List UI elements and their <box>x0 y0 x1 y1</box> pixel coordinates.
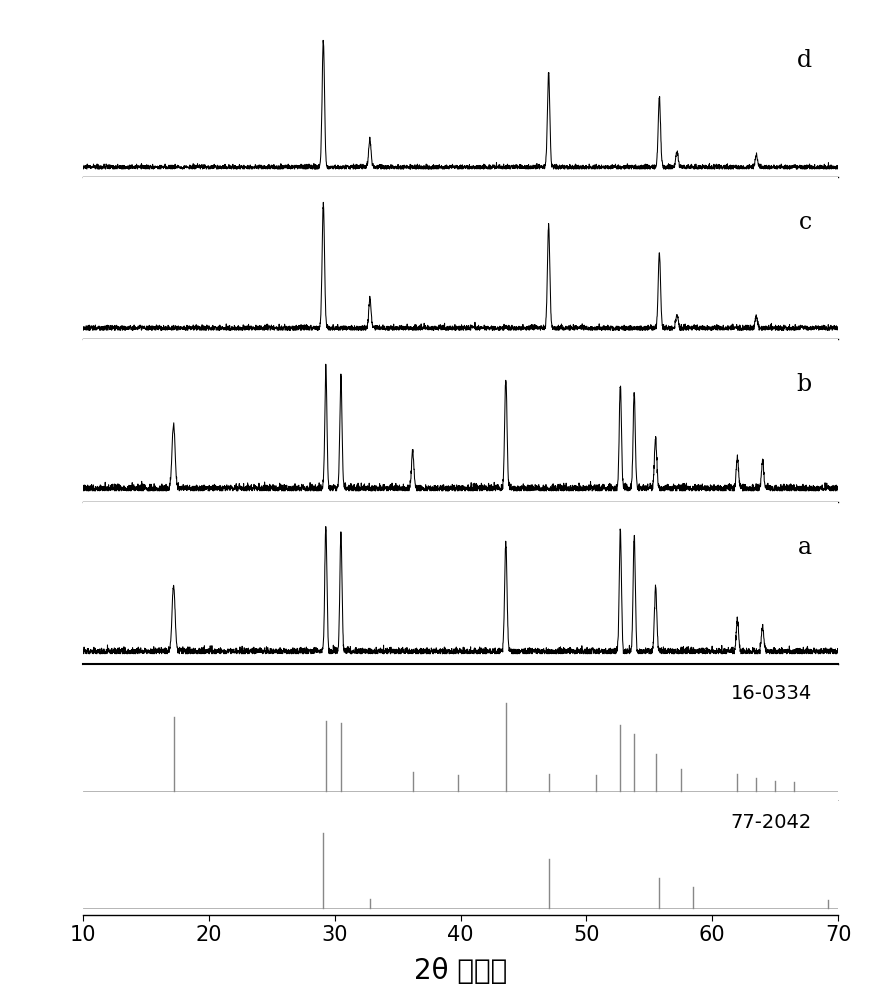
Text: d: d <box>796 49 812 72</box>
Text: 2θ （度）: 2θ （度） <box>415 957 507 985</box>
Text: 16-0334: 16-0334 <box>731 684 812 703</box>
Text: a: a <box>798 536 812 559</box>
Text: 77-2042: 77-2042 <box>731 813 812 832</box>
Text: c: c <box>799 211 812 234</box>
Text: b: b <box>796 373 812 396</box>
